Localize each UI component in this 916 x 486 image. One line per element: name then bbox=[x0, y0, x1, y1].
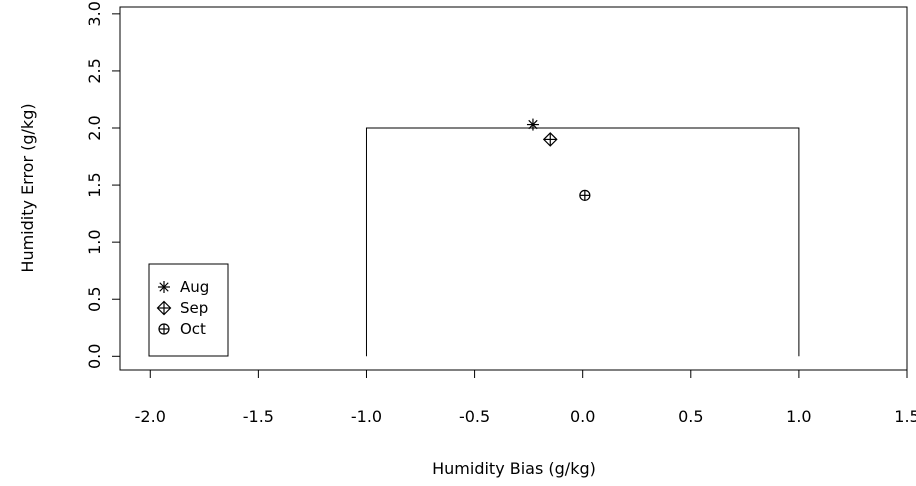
x-tick-label: 0.0 bbox=[570, 407, 595, 426]
y-tick-label: 2.5 bbox=[85, 58, 104, 83]
y-tick-label: 3.0 bbox=[85, 1, 104, 26]
legend-label-sep: Sep bbox=[180, 299, 208, 317]
y-tick-label: 1.0 bbox=[85, 229, 104, 254]
data-point-oct bbox=[579, 189, 591, 201]
legend-marker-aug bbox=[158, 281, 170, 293]
x-tick-label: 1.0 bbox=[786, 407, 811, 426]
y-tick-label: 1.5 bbox=[85, 172, 104, 197]
x-tick-label: -1.5 bbox=[243, 407, 274, 426]
legend-marker-sep bbox=[156, 300, 172, 316]
data-point-aug bbox=[526, 118, 539, 131]
legend-label-aug: Aug bbox=[180, 278, 209, 296]
x-tick-label: -1.0 bbox=[351, 407, 382, 426]
data-point-sep bbox=[542, 132, 558, 147]
x-axis-title: Humidity Bias (g/kg) bbox=[432, 459, 596, 478]
legend-marker-oct bbox=[158, 323, 170, 335]
y-tick-label: 2.0 bbox=[85, 115, 104, 140]
y-axis-title: Humidity Error (g/kg) bbox=[18, 103, 37, 272]
y-axis-ticks: 0.0 0.5 1.0 1.5 2.0 2.5 3.0 bbox=[85, 1, 120, 369]
y-tick-label: 0.0 bbox=[85, 344, 104, 369]
x-tick-label: -0.5 bbox=[459, 407, 490, 426]
x-tick-label: -2.0 bbox=[135, 407, 166, 426]
legend-box bbox=[148, 263, 229, 357]
legend: Aug Sep Oct bbox=[148, 263, 229, 357]
legend-label-oct: Oct bbox=[180, 320, 206, 338]
plot-frame bbox=[119, 6, 908, 371]
x-tick-label: 1.5 bbox=[894, 407, 916, 426]
data-points bbox=[526, 118, 591, 201]
x-tick-label: 0.5 bbox=[678, 407, 703, 426]
y-tick-label: 0.5 bbox=[85, 286, 104, 311]
x-axis-ticks: -2.0 -1.5 -1.0 -0.5 0.0 0.5 1.0 1.5 bbox=[135, 370, 916, 426]
target-box bbox=[365, 127, 800, 357]
